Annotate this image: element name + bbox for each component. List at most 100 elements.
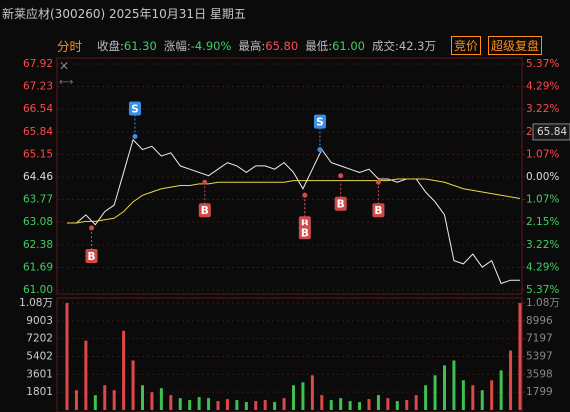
trade-label: B xyxy=(337,199,345,211)
y2-tick-label: 8996 xyxy=(526,315,553,327)
volume-bar xyxy=(509,350,513,410)
y-tick-label: 7202 xyxy=(26,333,53,345)
volume-bar xyxy=(443,365,446,410)
volume-bar xyxy=(282,398,286,410)
stat-label: 成交: xyxy=(372,38,399,53)
y2-tick-label: 3.22% xyxy=(526,103,559,115)
stat-label: 涨幅: xyxy=(163,38,191,53)
stat-label: 最低: xyxy=(305,38,333,53)
trade-label: B xyxy=(88,251,96,263)
volume-bar xyxy=(122,330,126,410)
volume-bar xyxy=(93,395,97,410)
volume-bar xyxy=(452,360,456,410)
volume-bar xyxy=(376,395,380,410)
trade-badge xyxy=(198,203,211,218)
trade-label: S xyxy=(316,117,324,129)
trade-point xyxy=(302,192,308,198)
y-tick-label: 1.08万 xyxy=(19,297,53,309)
stat-value: 61.00 xyxy=(332,38,366,53)
volume-bar xyxy=(244,402,248,410)
volume-bar xyxy=(348,401,352,410)
volume-bar xyxy=(84,340,88,410)
volume-bar xyxy=(112,390,116,410)
volume-bar xyxy=(424,385,428,410)
volume-bar xyxy=(414,395,418,410)
volume-bar xyxy=(197,397,201,410)
price-line xyxy=(67,178,521,224)
stat-value: 42.3万 xyxy=(398,38,436,53)
y-tick-label: 67.92 xyxy=(23,58,53,70)
price-line xyxy=(67,138,520,285)
volume-bar xyxy=(329,400,333,410)
trade-badge xyxy=(85,248,98,263)
y-tick-label: 61.69 xyxy=(23,261,53,273)
volume-bar xyxy=(518,303,522,410)
y2-tick-label: 0.00% xyxy=(526,171,559,183)
y-tick-label: 66.54 xyxy=(23,103,53,115)
y2-tick-label: 5.37% xyxy=(526,58,559,70)
stat-label: 收盘: xyxy=(97,38,124,53)
trade-label: S xyxy=(131,104,139,116)
volume-bar xyxy=(339,398,343,410)
volume-bar xyxy=(433,375,437,410)
trade-label: B xyxy=(301,227,309,239)
stat: 成交:42.3万 xyxy=(372,38,436,54)
stat: 涨幅:-4.90% xyxy=(164,38,232,54)
volume-bar xyxy=(188,400,192,410)
volume-bar xyxy=(141,385,144,410)
trade-point xyxy=(89,225,95,231)
close-icon[interactable]: × xyxy=(59,59,69,73)
trade-label: B xyxy=(201,205,209,217)
volume-bar xyxy=(225,399,229,410)
y2-tick-label: 1.07% xyxy=(526,194,559,206)
volume-bar xyxy=(150,392,154,410)
trade-point xyxy=(338,173,344,179)
volume-bar xyxy=(131,360,135,410)
trade-badge xyxy=(298,225,311,240)
expand-icon[interactable]: ⟷ xyxy=(59,77,73,88)
volume-bar xyxy=(216,401,220,410)
cursor-box xyxy=(532,123,570,141)
volume-bar xyxy=(367,399,371,410)
price-frame xyxy=(56,57,523,295)
y2-tick-label: 1.07% xyxy=(526,148,559,160)
button[interactable]: 超级复盘 xyxy=(488,36,543,55)
y2-tick-label: 3598 xyxy=(526,368,553,380)
volume-bar xyxy=(499,370,503,410)
button[interactable]: 竞价 xyxy=(451,36,482,55)
y-tick-label: 9003 xyxy=(26,315,53,327)
volume-bar xyxy=(395,401,399,410)
volume-bar xyxy=(169,395,173,410)
stat-value: 65.80 xyxy=(265,38,299,53)
y-tick-label: 1801 xyxy=(26,386,53,398)
y-tick-label: 63.77 xyxy=(23,194,53,206)
volume-bar xyxy=(207,398,211,410)
y2-tick-label: 5.37% xyxy=(526,284,559,296)
tab[interactable]: 分时 xyxy=(57,39,83,54)
volume-bar xyxy=(461,380,465,410)
stat: 最高:65.80 xyxy=(238,38,298,54)
volume-bar xyxy=(178,398,182,410)
trade-badge xyxy=(128,101,141,116)
stat-row: 分时 收盘:61.30 涨幅:-4.90% 最高:65.80 最低:61.00 … xyxy=(57,36,543,55)
trade-badge xyxy=(334,196,347,211)
y2-tick-label: 5397 xyxy=(526,351,553,363)
volume-bar xyxy=(74,390,78,410)
volume-bar xyxy=(254,401,258,410)
y-tick-label: 63.08 xyxy=(23,216,53,228)
trade-badge xyxy=(313,114,326,129)
volume-bar xyxy=(405,400,409,410)
volume-bar xyxy=(159,388,163,410)
y2-tick-label: 3.22% xyxy=(526,239,559,251)
y-tick-label: 64.46 xyxy=(23,171,53,183)
volume-bar xyxy=(103,385,107,410)
y2-tick-label: 1.08万 xyxy=(526,297,560,309)
stat-label: 最高: xyxy=(238,38,266,53)
trade-label: B xyxy=(374,205,382,217)
y2-tick-label: 4.29% xyxy=(526,261,559,273)
trade-point xyxy=(375,179,381,185)
y-tick-label: 5402 xyxy=(26,351,53,363)
y-tick-label: 65.15 xyxy=(23,148,53,160)
